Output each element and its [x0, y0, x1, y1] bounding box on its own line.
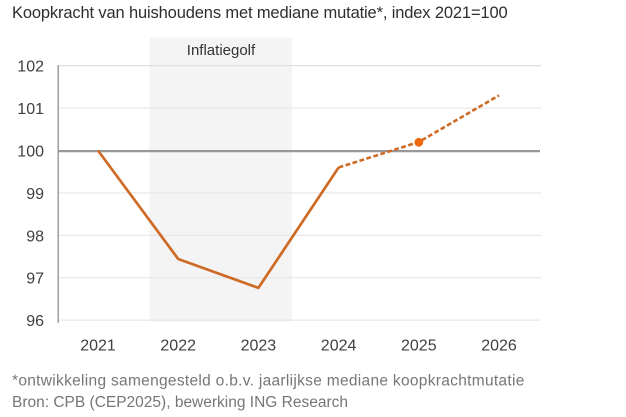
- svg-text:2022: 2022: [160, 338, 196, 355]
- svg-text:102: 102: [17, 59, 44, 76]
- svg-text:2021: 2021: [80, 338, 116, 355]
- svg-text:100: 100: [17, 144, 44, 161]
- svg-text:Bron: CPB (CEP2025), bewerking: Bron: CPB (CEP2025), bewerking ING Resea…: [12, 394, 348, 411]
- svg-text:*ontwikkeling samengesteld o.b: *ontwikkeling samengesteld o.b.v. jaarli…: [12, 373, 525, 390]
- svg-text:2024: 2024: [321, 338, 357, 355]
- svg-text:Inflatiegolf: Inflatiegolf: [187, 42, 256, 59]
- svg-text:2023: 2023: [241, 338, 277, 355]
- svg-text:99: 99: [26, 186, 44, 203]
- svg-text:98: 98: [26, 228, 44, 245]
- svg-text:101: 101: [17, 101, 44, 118]
- svg-text:96: 96: [26, 313, 44, 330]
- svg-text:2026: 2026: [481, 338, 517, 355]
- svg-text:Koopkracht van huishoudens met: Koopkracht van huishoudens met mediane m…: [12, 4, 508, 22]
- svg-text:2025: 2025: [401, 338, 437, 355]
- svg-text:97: 97: [26, 271, 44, 288]
